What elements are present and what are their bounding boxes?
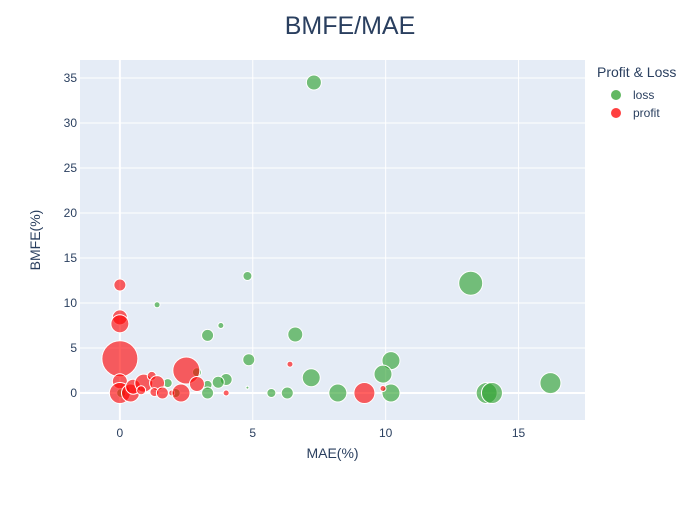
point-loss[interactable]: [373, 364, 393, 384]
x-tick-label: 15: [512, 426, 526, 440]
point-loss[interactable]: [301, 368, 321, 388]
point-loss[interactable]: [266, 388, 277, 398]
y-tick-label: 20: [64, 206, 78, 220]
legend-swatch-loss: [611, 90, 621, 100]
point-profit[interactable]: [171, 383, 191, 403]
chart-title: BMFE/MAE: [284, 12, 416, 40]
point-loss[interactable]: [153, 301, 161, 309]
point-profit[interactable]: [222, 389, 230, 397]
point-loss[interactable]: [328, 383, 348, 403]
legend-item-loss[interactable]: loss: [597, 86, 676, 104]
point-profit[interactable]: [101, 340, 139, 378]
point-loss[interactable]: [287, 326, 304, 343]
legend: Profit & Loss loss profit: [597, 64, 676, 122]
point-profit[interactable]: [286, 360, 294, 368]
point-loss[interactable]: [201, 328, 215, 342]
y-tick-label: 0: [70, 386, 77, 400]
point-profit[interactable]: [110, 314, 130, 334]
point-loss[interactable]: [242, 353, 256, 367]
point-profit[interactable]: [155, 386, 169, 400]
legend-swatch-profit: [611, 108, 621, 118]
point-loss[interactable]: [245, 385, 250, 390]
point-loss[interactable]: [201, 386, 215, 400]
plot-background: [80, 60, 585, 420]
y-tick-label: 25: [64, 161, 78, 175]
point-profit[interactable]: [379, 385, 387, 392]
point-loss[interactable]: [305, 74, 322, 91]
x-tick-label: 5: [249, 426, 256, 440]
point-loss[interactable]: [539, 372, 562, 395]
point-loss[interactable]: [211, 375, 225, 389]
point-profit[interactable]: [113, 278, 127, 292]
point-profit[interactable]: [353, 382, 376, 404]
y-tick-label: 5: [70, 341, 77, 355]
x-tick-label: 0: [117, 426, 124, 440]
point-profit[interactable]: [136, 385, 147, 396]
y-tick-label: 35: [64, 71, 78, 85]
x-tick-label: 10: [379, 426, 393, 440]
x-axis-title: MAE(%): [306, 445, 359, 461]
legend-label-loss: loss: [633, 88, 655, 102]
point-loss[interactable]: [280, 386, 294, 400]
legend-label-profit: profit: [633, 106, 660, 120]
legend-item-profit[interactable]: profit: [597, 104, 676, 122]
y-axis-title: BMFE(%): [27, 209, 43, 271]
legend-title: Profit & Loss: [597, 64, 677, 80]
point-loss[interactable]: [242, 271, 253, 281]
point-profit[interactable]: [188, 376, 205, 392]
y-tick-label: 10: [64, 296, 78, 310]
points-layer[interactable]: [101, 74, 562, 404]
y-tick-label: 30: [64, 116, 78, 130]
point-loss[interactable]: [458, 270, 484, 296]
tick-label-layer: 0 5 10 15 0 5 10 15 20 25 30 35: [64, 71, 526, 440]
point-loss[interactable]: [217, 322, 225, 329]
y-tick-label: 15: [64, 251, 78, 265]
point-loss[interactable]: [480, 382, 503, 404]
